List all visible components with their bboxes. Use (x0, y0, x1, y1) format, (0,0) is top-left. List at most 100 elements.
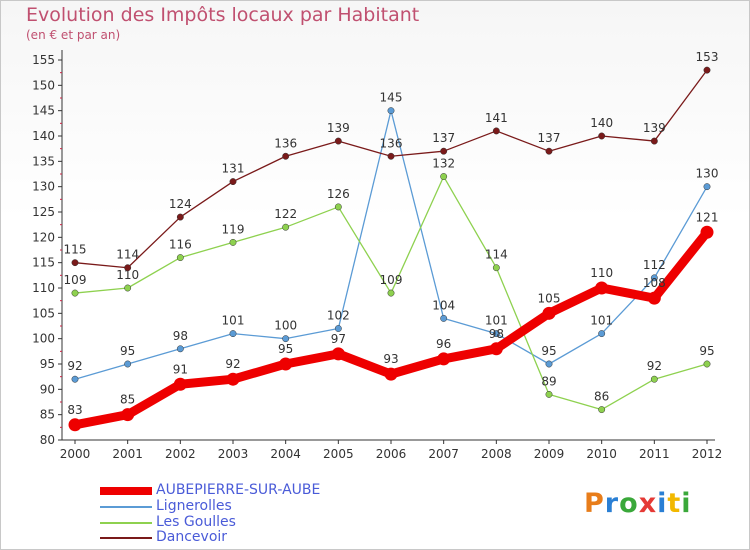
data-point-lignerolles (229, 330, 237, 338)
data-point-les-goulles (176, 254, 184, 262)
data-label-aubepierre-sur-aube: 92 (225, 357, 240, 371)
data-label-aubepierre-sur-aube: 96 (436, 337, 451, 351)
data-label-aubepierre-sur-aube: 83 (67, 403, 82, 417)
data-label-aubepierre-sur-aube: 105 (538, 291, 561, 305)
data-point-les-goulles (703, 360, 711, 368)
x-tick-label: 2007 (428, 447, 459, 461)
data-point-les-goulles (492, 264, 500, 272)
data-point-lignerolles (703, 183, 711, 191)
data-point-lignerolles (124, 360, 132, 368)
legend-swatch-lignerolles (100, 506, 152, 508)
data-point-aubepierre-sur-aube (279, 357, 293, 371)
data-label-les-goulles: 109 (64, 273, 87, 287)
data-label-lignerolles: 100 (274, 319, 297, 333)
data-label-les-goulles: 89 (541, 374, 556, 388)
data-label-dancevoir: 115 (64, 243, 87, 257)
data-point-aubepierre-sur-aube (647, 291, 661, 305)
y-tick-label: 130 (32, 180, 55, 194)
data-point-aubepierre-sur-aube (226, 372, 240, 386)
data-label-dancevoir: 137 (432, 131, 455, 145)
data-point-les-goulles (545, 390, 553, 398)
data-label-les-goulles: 119 (222, 222, 245, 236)
chart-subtitle: (en € et par an) (26, 28, 121, 42)
data-label-lignerolles: 112 (643, 258, 666, 272)
data-point-dancevoir (282, 152, 290, 160)
legend-label-aubepierre: AUBEPIERRE-SUR-AUBE (156, 482, 321, 498)
x-tick-label: 2002 (165, 447, 196, 461)
data-point-aubepierre-sur-aube (700, 225, 714, 239)
data-point-aubepierre-sur-aube (331, 347, 345, 361)
data-label-aubepierre-sur-aube: 85 (120, 393, 135, 407)
data-point-dancevoir (71, 259, 79, 267)
y-tick-label: 135 (32, 154, 55, 168)
y-tick-label: 105 (32, 306, 55, 320)
data-label-dancevoir: 153 (696, 50, 719, 64)
data-label-les-goulles: 116 (169, 238, 192, 252)
data-label-les-goulles: 86 (594, 390, 609, 404)
data-label-lignerolles: 102 (327, 309, 350, 323)
legend-label-lignerolles: Lignerolles (156, 498, 232, 514)
data-label-lignerolles: 92 (67, 359, 82, 373)
data-label-lignerolles: 95 (120, 344, 135, 358)
data-point-lignerolles (176, 345, 184, 353)
y-tick-label: 140 (32, 129, 55, 143)
data-point-les-goulles (334, 203, 342, 211)
series-line-aubepierre-sur-aube (70, 227, 712, 430)
x-tick-label: 2000 (60, 447, 91, 461)
logo-letter: P (584, 488, 605, 519)
data-point-dancevoir (598, 132, 606, 140)
data-label-dancevoir: 140 (590, 116, 613, 130)
y-tick-label: 110 (32, 281, 55, 295)
logo-letter: i (681, 488, 692, 519)
data-label-les-goulles: 110 (116, 268, 139, 282)
x-tick-label: 2010 (586, 447, 617, 461)
x-tick-label: 2004 (270, 447, 301, 461)
data-label-dancevoir: 131 (222, 162, 245, 176)
data-point-aubepierre-sur-aube (489, 342, 503, 356)
data-label-aubepierre-sur-aube: 108 (643, 276, 666, 290)
y-tick-label: 150 (32, 78, 55, 92)
x-tick-label: 2009 (534, 447, 565, 461)
data-point-lignerolles (650, 274, 658, 282)
data-label-lignerolles: 98 (173, 329, 188, 343)
data-point-aubepierre-sur-aube (121, 408, 135, 422)
data-point-les-goulles (387, 289, 395, 297)
data-label-aubepierre-sur-aube: 98 (489, 327, 504, 341)
data-point-dancevoir (229, 178, 237, 186)
data-point-dancevoir (440, 147, 448, 155)
x-tick-label: 2003 (218, 447, 249, 461)
data-point-dancevoir (545, 147, 553, 155)
data-label-les-goulles: 109 (380, 273, 403, 287)
data-label-les-goulles: 122 (274, 207, 297, 221)
data-label-lignerolles: 130 (696, 167, 719, 181)
data-point-les-goulles (598, 406, 606, 414)
data-label-dancevoir: 139 (643, 121, 666, 135)
legend-label-les-goulles: Les Goulles (156, 514, 236, 530)
data-point-aubepierre-sur-aube (68, 418, 82, 432)
data-point-lignerolles (545, 360, 553, 368)
data-label-dancevoir: 139 (327, 121, 350, 135)
y-tick-label: 115 (32, 256, 55, 270)
data-point-dancevoir (334, 137, 342, 145)
x-tick-label: 2001 (112, 447, 143, 461)
data-point-aubepierre-sur-aube (384, 367, 398, 381)
y-tick-label: 120 (32, 230, 55, 244)
y-tick-label: 100 (32, 332, 55, 346)
data-point-lignerolles (387, 107, 395, 115)
legend-swatch-dancevoir (100, 537, 152, 539)
data-point-aubepierre-sur-aube (173, 377, 187, 391)
data-label-lignerolles: 101 (485, 314, 508, 328)
data-point-lignerolles (71, 375, 79, 383)
data-point-lignerolles (334, 325, 342, 332)
chart-title: Evolution des Impôts locaux par Habitant (26, 4, 420, 26)
data-point-aubepierre-sur-aube (437, 352, 451, 366)
x-tick-label: 2012 (692, 447, 723, 461)
data-point-dancevoir (492, 127, 500, 135)
data-label-les-goulles: 92 (647, 359, 662, 373)
x-tick-label: 2006 (376, 447, 407, 461)
x-tick-label: 2011 (639, 447, 670, 461)
logo-letter: i (657, 488, 668, 519)
data-point-dancevoir (387, 152, 395, 160)
